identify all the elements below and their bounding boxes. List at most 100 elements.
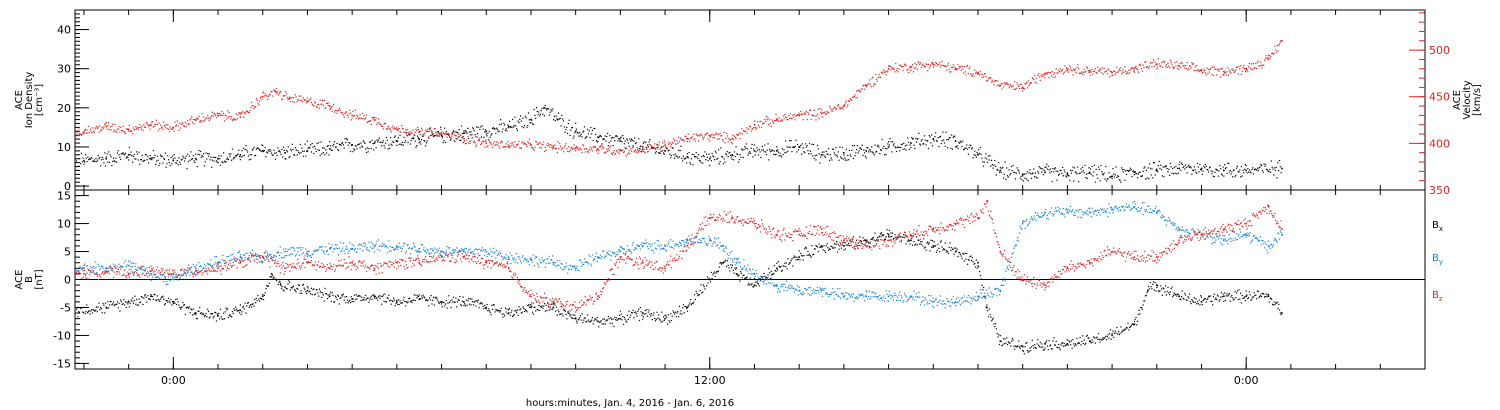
data-point-by bbox=[1111, 208, 1113, 211]
data-point-density bbox=[1046, 163, 1048, 165]
data-point-density bbox=[812, 155, 814, 157]
data-point-velocity bbox=[820, 112, 823, 115]
data-point-density bbox=[1109, 176, 1111, 178]
data-point-density bbox=[664, 149, 666, 152]
data-point-velocity bbox=[849, 97, 851, 100]
data-point-velocity bbox=[1089, 74, 1092, 77]
data-point-bx bbox=[799, 259, 801, 261]
data-point-density bbox=[1236, 165, 1239, 167]
data-point-bx bbox=[1125, 326, 1128, 328]
data-point-bx bbox=[566, 318, 568, 320]
data-point-velocity bbox=[1070, 69, 1072, 72]
data-point-bx bbox=[1001, 345, 1003, 347]
data-point-density bbox=[889, 138, 891, 140]
data-point-bx bbox=[769, 278, 772, 280]
data-point-velocity bbox=[1057, 72, 1059, 74]
data-point-density bbox=[713, 156, 715, 158]
data-point-bx bbox=[798, 256, 800, 258]
data-point-by bbox=[96, 273, 99, 275]
data-point-velocity bbox=[820, 111, 822, 113]
data-point-density bbox=[891, 141, 894, 143]
data-point-bx bbox=[243, 308, 245, 310]
data-point-velocity bbox=[766, 119, 768, 121]
data-point-density bbox=[1183, 165, 1185, 167]
data-point-bx bbox=[958, 252, 960, 254]
data-point-bx bbox=[1211, 300, 1213, 303]
data-point-velocity bbox=[762, 122, 764, 124]
data-point-density bbox=[727, 155, 729, 158]
data-point-bx bbox=[237, 309, 239, 311]
data-point-bx bbox=[186, 306, 188, 308]
data-point-bx bbox=[479, 303, 481, 305]
data-point-bx bbox=[986, 304, 988, 306]
data-point-density bbox=[682, 155, 685, 158]
data-point-velocity bbox=[567, 150, 569, 153]
data-point-bx bbox=[1103, 337, 1105, 339]
data-point-velocity bbox=[954, 69, 956, 71]
data-point-by bbox=[120, 265, 122, 267]
data-point-bx bbox=[376, 297, 378, 299]
data-point-density bbox=[813, 157, 815, 160]
data-point-density bbox=[484, 129, 487, 131]
data-point-bx bbox=[577, 319, 579, 321]
data-point-bx bbox=[1140, 306, 1142, 309]
data-point-velocity bbox=[83, 132, 85, 135]
data-point-density bbox=[133, 153, 135, 156]
data-point-velocity bbox=[1133, 67, 1136, 70]
data-point-density bbox=[684, 158, 686, 160]
data-point-bx bbox=[1251, 296, 1254, 298]
data-point-velocity bbox=[1213, 66, 1215, 68]
data-point-density bbox=[1042, 168, 1044, 170]
data-point-bx bbox=[940, 240, 942, 242]
data-point-bx bbox=[639, 307, 641, 309]
data-point-velocity bbox=[133, 129, 135, 131]
data-point-bx bbox=[943, 248, 946, 251]
data-point-bx bbox=[737, 275, 739, 277]
data-point-density bbox=[1278, 159, 1281, 162]
data-point-density bbox=[1225, 167, 1227, 169]
data-point-bx bbox=[279, 284, 282, 286]
data-point-bx bbox=[1033, 347, 1035, 349]
data-point-bx bbox=[356, 298, 358, 300]
data-point-velocity bbox=[230, 118, 232, 120]
data-point-by bbox=[150, 273, 152, 275]
data-point-bx bbox=[369, 299, 371, 301]
data-point-density bbox=[393, 136, 396, 138]
data-point-density bbox=[789, 146, 791, 148]
data-point-density bbox=[1150, 174, 1152, 176]
data-point-bx bbox=[927, 243, 930, 245]
data-point-density bbox=[1021, 173, 1024, 176]
data-point-density bbox=[361, 146, 364, 148]
data-point-bx bbox=[932, 245, 935, 247]
data-point-bx bbox=[599, 321, 602, 323]
data-point-bx bbox=[730, 267, 733, 269]
data-point-velocity bbox=[1262, 64, 1264, 66]
data-point-bx bbox=[600, 320, 602, 322]
data-point-density bbox=[715, 152, 717, 154]
data-point-density bbox=[134, 158, 136, 160]
data-point-velocity bbox=[1149, 65, 1151, 67]
data-point-density bbox=[465, 131, 467, 133]
data-point-density bbox=[419, 141, 421, 143]
data-point-bx bbox=[834, 247, 836, 249]
data-point-density bbox=[1022, 180, 1025, 182]
data-point-velocity bbox=[865, 86, 867, 88]
data-point-density bbox=[481, 125, 483, 127]
data-point-bx bbox=[1208, 296, 1211, 298]
data-point-velocity bbox=[708, 134, 710, 136]
data-point-bx bbox=[1051, 348, 1053, 350]
data-point-bx bbox=[659, 319, 661, 321]
data-point-velocity bbox=[1187, 69, 1189, 71]
data-point-velocity bbox=[887, 70, 889, 72]
data-point-velocity bbox=[1010, 86, 1013, 88]
data-point-velocity bbox=[256, 99, 258, 101]
data-point-velocity bbox=[926, 63, 928, 66]
data-point-density bbox=[381, 145, 383, 147]
data-point-density bbox=[1133, 170, 1135, 172]
data-point-bx bbox=[527, 304, 529, 307]
data-point-bx bbox=[954, 250, 957, 253]
data-point-density bbox=[934, 136, 936, 138]
data-point-bx bbox=[942, 249, 944, 251]
data-point-bx bbox=[1100, 338, 1102, 341]
data-point-density bbox=[609, 134, 611, 137]
